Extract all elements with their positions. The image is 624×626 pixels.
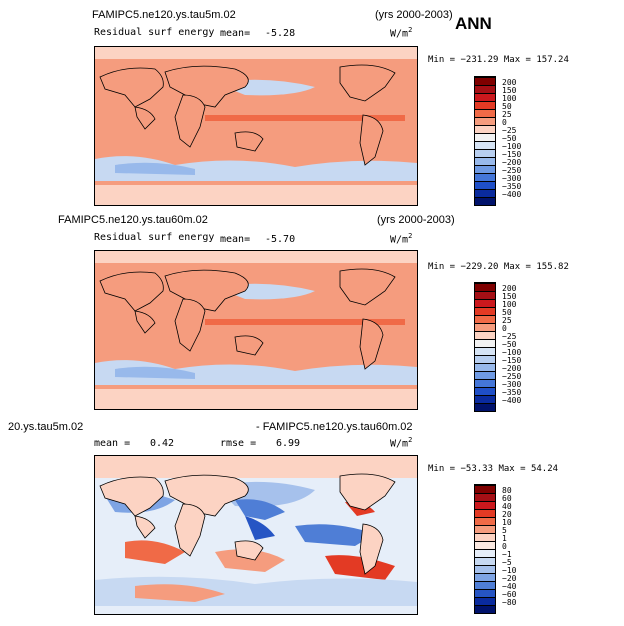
cb-label: 60 [502, 494, 512, 503]
cb-label: −150 [502, 356, 522, 365]
cb-label: −10 [502, 566, 517, 575]
panel2-mean-label: mean= [220, 234, 251, 245]
panel3-mean-value: 0.42 [150, 438, 175, 449]
panel2-minmax: Min = −229.20 Max = 155.82 [428, 262, 569, 272]
cb-label: −60 [502, 590, 517, 599]
panel1-map [94, 46, 418, 206]
cb-label: 25 [502, 110, 512, 119]
panel1-units: W/m2 [390, 26, 413, 40]
panel2-variable: Residual surf energy [94, 232, 215, 243]
panel3-map [94, 455, 418, 615]
cb-label: 100 [502, 94, 517, 103]
panel1-colorbar [474, 76, 496, 206]
cb-label: 150 [502, 86, 517, 95]
panel1-case-title: FAMIPC5.ne120.ys.tau5m.02 [92, 9, 236, 21]
cb-label: −400 [502, 396, 522, 405]
cb-label: 40 [502, 502, 512, 511]
cb-label: 100 [502, 300, 517, 309]
panel3-world-map [95, 456, 417, 614]
cb-label: −20 [502, 574, 517, 583]
cb-label: −25 [502, 126, 517, 135]
panel3-case-right: - FAMIPC5.ne120.ys.tau60m.02 [256, 421, 413, 433]
panel1-variable: Residual surf energy [94, 27, 215, 38]
cb-label: −300 [502, 174, 522, 183]
cb-label: −40 [502, 582, 517, 591]
panel2-years: (yrs 2000-2003) [377, 214, 455, 226]
cb-label: −350 [502, 388, 522, 397]
cb-label: −50 [502, 340, 517, 349]
cb-label: 0 [502, 324, 507, 333]
cb-label: −300 [502, 380, 522, 389]
panel3-case-left: 20.ys.tau5m.02 [8, 421, 84, 433]
cb-label: 25 [502, 316, 512, 325]
cb-label: −200 [502, 364, 522, 373]
season-label: ANN [455, 14, 492, 33]
cb-label: −50 [502, 134, 517, 143]
panel3-rmse-label: rmse = [220, 438, 257, 449]
panel2-world-map [95, 251, 417, 409]
panel3-minmax: Min = −53.33 Max = 54.24 [428, 464, 559, 474]
cb-label: −400 [502, 190, 522, 199]
panel1-minmax: Min = −231.29 Max = 157.24 [428, 55, 569, 65]
cb-label: −250 [502, 372, 522, 381]
panel3-units: W/m2 [390, 436, 413, 450]
cb-label: 200 [502, 284, 517, 293]
panel2-units: W/m2 [390, 232, 413, 246]
cb-label: 10 [502, 518, 512, 527]
cb-label: 20 [502, 510, 512, 519]
cb-label: −100 [502, 348, 522, 357]
cb-label: 80 [502, 486, 512, 495]
cb-label: −80 [502, 598, 517, 607]
cb-label: −350 [502, 182, 522, 191]
cb-label: −1 [502, 550, 512, 559]
panel1-mean-label: mean= [220, 28, 251, 39]
panel3-mean-label: mean = [94, 438, 131, 449]
cb-label: 200 [502, 78, 517, 87]
cb-label: −100 [502, 142, 522, 151]
cb-label: 5 [502, 526, 507, 535]
cb-label: −5 [502, 558, 512, 567]
cb-label: −25 [502, 332, 517, 341]
panel3-colorbar [474, 484, 496, 614]
panel1-years: (yrs 2000-2003) [375, 9, 453, 21]
cb-label: 1 [502, 534, 507, 543]
cb-label: −200 [502, 158, 522, 167]
cb-label: 0 [502, 118, 507, 127]
panel1-world-map [95, 47, 417, 205]
panel2-case-title: FAMIPC5.ne120.ys.tau60m.02 [58, 214, 208, 226]
cb-label: −250 [502, 166, 522, 175]
panel2-colorbar [474, 282, 496, 412]
panel1-mean-value: -5.28 [265, 28, 296, 39]
cb-label: 50 [502, 308, 512, 317]
panel2-mean-value: -5.70 [265, 234, 296, 245]
cb-label: 150 [502, 292, 517, 301]
panel2-map [94, 250, 418, 410]
panel3-rmse-value: 6.99 [276, 438, 301, 449]
cb-label: 0 [502, 542, 507, 551]
cb-label: 50 [502, 102, 512, 111]
cb-label: −150 [502, 150, 522, 159]
